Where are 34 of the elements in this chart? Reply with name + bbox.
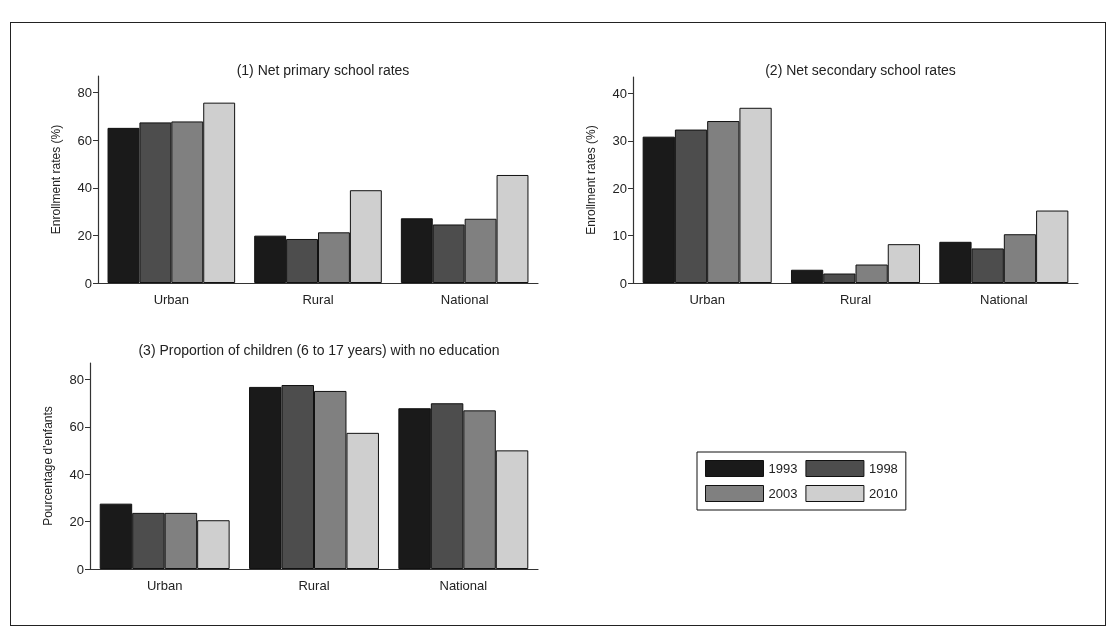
y-tick-label: 0: [84, 275, 92, 291]
x-tick-label: Urban: [153, 292, 190, 307]
y-tick-label: 30: [612, 133, 627, 149]
x-tick-label: National: [440, 292, 489, 307]
legend-label: 2010: [868, 486, 898, 501]
y-tick-label: 10: [612, 228, 627, 244]
y-tick-label: 40: [612, 86, 627, 102]
y-tick-label: 40: [69, 466, 84, 482]
y-axis-title: Pourcentage d'enfants: [41, 406, 55, 526]
x-tick-label: Rural: [302, 292, 334, 307]
legend-label: 1993: [768, 461, 798, 476]
y-axis-title: Enrollment rates (%): [584, 125, 598, 235]
legend-label: 1998: [868, 461, 898, 476]
x-tick-label: Urban: [689, 292, 725, 307]
y-tick-label: 20: [69, 514, 84, 530]
x-tick-label: National: [979, 292, 1028, 307]
y-tick-label: 40: [77, 180, 92, 196]
x-tick-label: Rural: [298, 578, 330, 593]
chart-title: (2) Net secondary school rates: [765, 62, 956, 78]
y-tick-label: 20: [612, 180, 627, 196]
y-tick-label: 60: [69, 419, 84, 435]
y-tick-label: 0: [76, 561, 84, 577]
x-tick-label: Rural: [839, 292, 872, 307]
y-tick-label: 20: [77, 227, 92, 243]
x-tick-label: National: [439, 578, 488, 593]
y-axis-title: Enrollment rates (%): [49, 124, 63, 235]
y-tick-label: 0: [619, 275, 627, 291]
y-tick-label: 60: [77, 132, 92, 148]
chart-title: (1) Net primary school rates: [236, 62, 410, 78]
y-tick-label: 80: [69, 372, 84, 388]
x-tick-label: Urban: [146, 578, 183, 593]
chart-title: (3) Proportion of children (6 to 17 years) with no education: [138, 342, 500, 358]
y-tick-label: 80: [77, 85, 92, 101]
legend-label: 2003: [768, 486, 798, 501]
